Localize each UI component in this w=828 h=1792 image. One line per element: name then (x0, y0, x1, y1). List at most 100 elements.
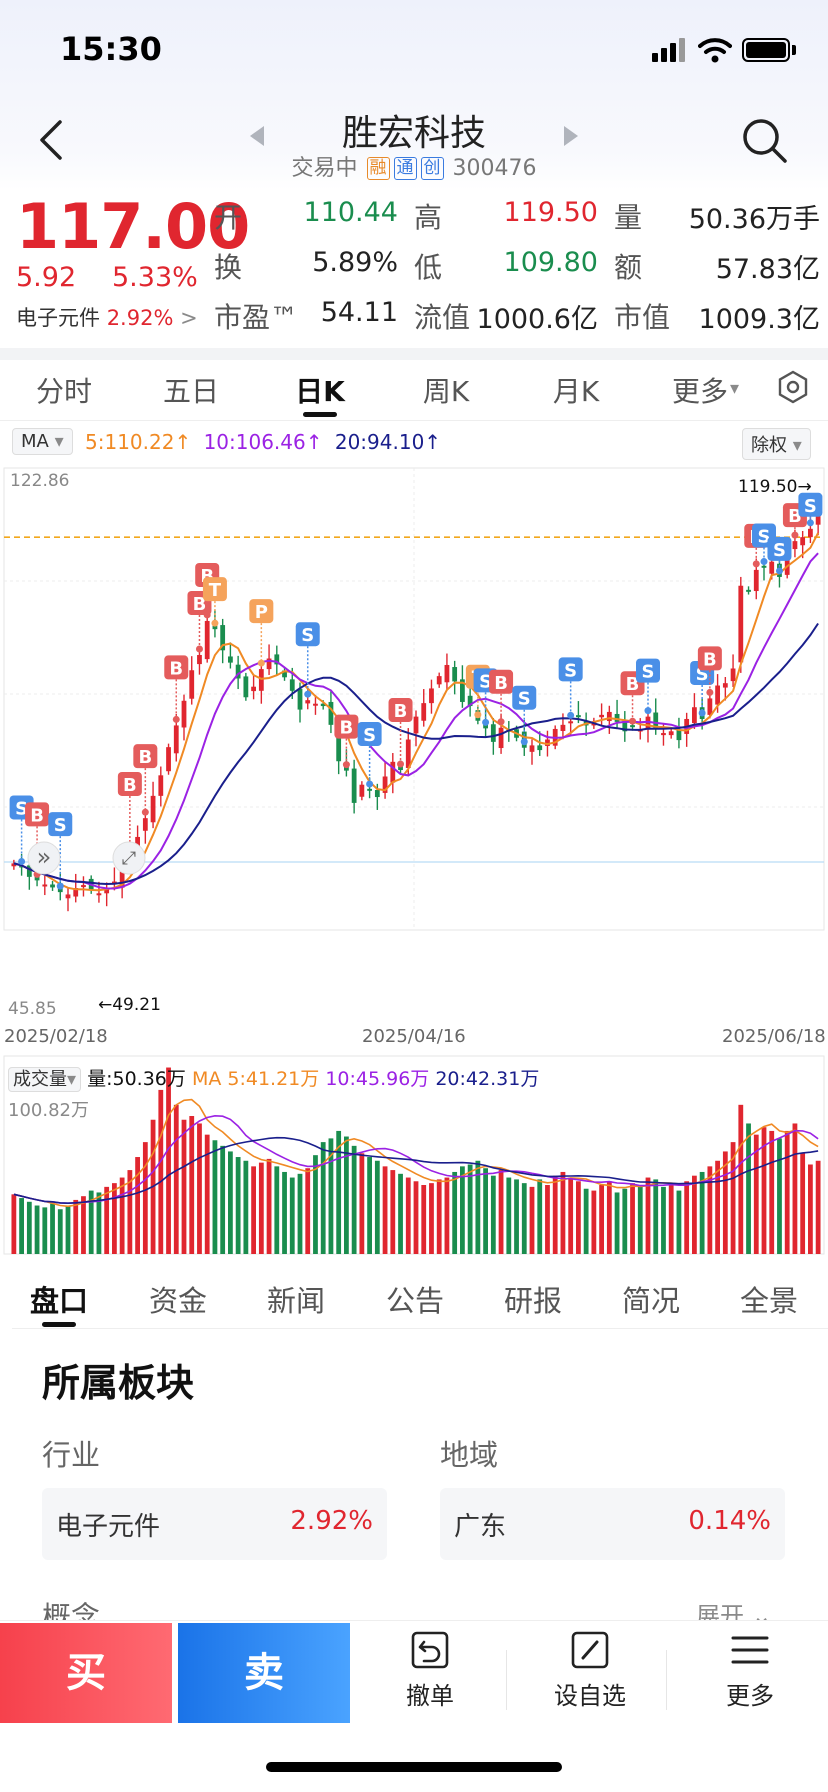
candle-body (243, 676, 249, 698)
volume-bar (599, 1185, 604, 1254)
candle-body (96, 893, 102, 896)
period-tab[interactable]: 日K (295, 375, 345, 408)
edit-icon (571, 1631, 609, 1669)
period-tab[interactable]: 五日 (162, 375, 219, 408)
add-watchlist-label: 设自选 (554, 1682, 626, 1710)
candle-body (251, 686, 256, 692)
quote-value: 110.44 (303, 197, 398, 228)
caret-down-icon: ▾ (792, 435, 802, 456)
volume-bar (34, 1205, 40, 1254)
info-tab[interactable]: 新闻 (266, 1284, 325, 1318)
candle-body (707, 698, 713, 715)
signal-dot (172, 715, 180, 723)
signal-marker-label: B (394, 701, 408, 722)
volume-bar (328, 1138, 334, 1254)
volume-bar (784, 1130, 790, 1254)
more-label: 更多 (726, 1682, 774, 1710)
period-tab[interactable]: 月K (552, 375, 600, 408)
buy-button[interactable]: 买 (0, 1623, 172, 1723)
candle-body (653, 712, 659, 729)
current-price: 117.00 (16, 190, 250, 263)
price-change-pct: 5.33% (112, 262, 198, 293)
candle-body (65, 894, 71, 899)
candle-body (26, 865, 32, 877)
volume-bar (266, 1158, 272, 1254)
volume-bar (552, 1175, 558, 1254)
signal-marker-s (48, 812, 73, 837)
chart-settings-icon[interactable] (776, 370, 810, 404)
volume-bar (42, 1207, 48, 1254)
info-tab[interactable]: 简况 (621, 1284, 680, 1318)
volume-indicator-selector[interactable]: 成交量▾ (8, 1067, 82, 1092)
quote-label: 流值 (414, 301, 471, 334)
signal-marker-b (25, 802, 50, 827)
info-tab[interactable]: 全景 (739, 1284, 798, 1318)
candle-body (274, 654, 280, 665)
volume-bar (792, 1123, 798, 1254)
indicator-selector[interactable]: MA ▾ (12, 428, 73, 455)
candle-body (50, 884, 55, 888)
volume-bar (668, 1185, 674, 1254)
prev-stock-icon[interactable] (250, 126, 264, 146)
period-tab[interactable]: 更多 (671, 375, 728, 408)
quote-label: 量 (614, 201, 643, 234)
signal-marker-label: S (479, 671, 492, 692)
industry-card[interactable]: 电子元件 2.92% (42, 1488, 387, 1560)
candle-body (390, 761, 396, 783)
cancel-order-button[interactable]: 撤单 (370, 1630, 490, 1711)
volume-bar (374, 1160, 380, 1254)
cellular-signal-icon (652, 38, 692, 62)
signal-marker-label: S (804, 496, 817, 517)
fast-forward-glyph: » (37, 843, 52, 871)
info-tab[interactable]: 公告 (385, 1284, 444, 1318)
volume-bar (467, 1164, 473, 1254)
signal-marker-label: S (758, 527, 771, 548)
kline-chart[interactable]: 122.86 45.85 119.50→ ←49.21 2025/02/18 2025/0… (0, 420, 828, 1260)
signal-marker-s (558, 657, 583, 682)
fast-forward-icon (27, 841, 61, 875)
signal-marker-t (202, 577, 227, 602)
add-watchlist-button[interactable]: 设自选 (530, 1630, 650, 1711)
region-card[interactable]: 广东 0.14% (440, 1488, 785, 1560)
volume-bar (815, 1160, 821, 1254)
signal-dot (482, 718, 490, 726)
signal-dot (698, 709, 706, 717)
volume-bar (297, 1173, 303, 1254)
candle-body (452, 667, 458, 682)
volume-bar (351, 1145, 357, 1254)
quote-label: 低 (414, 251, 443, 284)
volume-bar (228, 1151, 233, 1254)
volume-bar (444, 1177, 450, 1254)
candle-body (413, 716, 419, 734)
info-tab[interactable]: 资金 (148, 1284, 207, 1318)
volume-bar (560, 1171, 566, 1254)
y-min-label: 45.85 (8, 999, 57, 1019)
back-icon[interactable] (36, 118, 66, 162)
volume-bar (212, 1140, 218, 1254)
volume-bar (676, 1190, 682, 1254)
sell-button[interactable]: 卖 (178, 1623, 350, 1723)
info-tab[interactable]: 研报 (503, 1284, 562, 1318)
info-tab[interactable]: 盘口 (29, 1284, 88, 1318)
volume-bar (142, 1142, 148, 1254)
signal-marker-b (164, 655, 189, 680)
adjust-selector[interactable]: 除权 ▾ (742, 428, 811, 460)
volume-bar (808, 1164, 813, 1254)
volume-bar (777, 1138, 782, 1254)
sector-link[interactable]: 电子元件 2.92% > (16, 302, 198, 332)
volume-value: 量:50.36万 (87, 1068, 186, 1090)
volume-bar (576, 1181, 581, 1254)
candle-body (173, 725, 179, 754)
search-icon[interactable] (740, 116, 790, 166)
volume-bar (537, 1179, 543, 1254)
period-tab[interactable]: 分时 (35, 375, 92, 408)
indicator-label: MA (21, 431, 49, 452)
candle-body (753, 569, 759, 592)
more-button[interactable]: 更多 (690, 1630, 810, 1711)
volume-bar (583, 1188, 589, 1254)
candle-body (800, 537, 806, 546)
volume-bar (220, 1145, 226, 1254)
volume-bar (521, 1183, 527, 1254)
next-stock-icon[interactable] (564, 126, 578, 146)
period-tab[interactable]: 周K (422, 375, 470, 408)
